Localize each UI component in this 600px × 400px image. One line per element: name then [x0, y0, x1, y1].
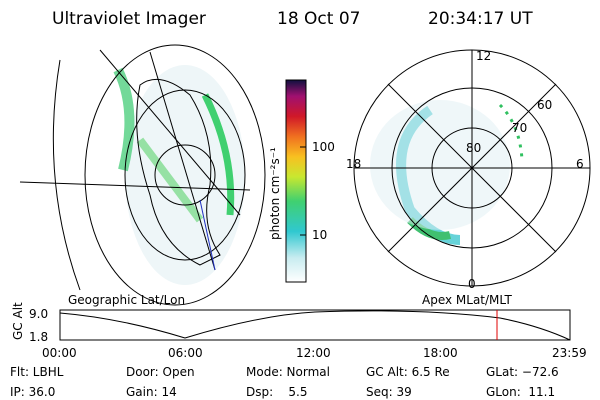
altitude-tick-label: 9.0	[29, 307, 48, 321]
altitude-plot	[59, 309, 571, 341]
polar-label: 6	[576, 157, 584, 171]
info-item: Gain: 14	[126, 385, 177, 399]
info-item: Mode: Normal	[246, 365, 330, 379]
title: Ultraviolet Imager	[52, 9, 206, 29]
polar-plot	[353, 49, 591, 287]
time: 20:34:17 UT	[428, 9, 533, 29]
time-tick-label: 00:00	[42, 346, 77, 360]
info-item: GLon: 11.1	[486, 385, 555, 399]
time-tick-label: 06:00	[168, 346, 203, 360]
polar-label: 70	[512, 121, 527, 135]
info-item: GC Alt: 6.5 Re	[366, 365, 450, 379]
info-panel: Flt: LBHL Door: Open Mode: Normal GC Alt: 6…	[10, 365, 559, 399]
altitude-tick-label: 1.8	[29, 330, 48, 344]
polar-label: 18	[346, 157, 361, 171]
polar-label: 0	[468, 277, 476, 291]
colorbar-tick-label: 10	[312, 228, 327, 242]
colorbar-label: photon cm⁻²s⁻¹	[268, 147, 282, 240]
info-item: IP: 36.0	[10, 385, 55, 399]
polar-label: 80	[466, 141, 481, 155]
colorbar-tick-label: 100	[312, 140, 335, 154]
altitude-axis-label: GC Alt	[11, 302, 25, 340]
info-item: Dsp: 5.5	[246, 385, 308, 399]
date: 18 Oct 07	[277, 9, 360, 29]
info-item: Flt: LBHL	[10, 365, 64, 379]
geographic-map	[19, 44, 266, 306]
info-item: GLat: −72.6	[486, 365, 559, 379]
map-title: Apex MLat/MLT	[422, 293, 512, 307]
info-item: Door: Open	[126, 365, 195, 379]
colorbar	[285, 79, 307, 283]
polar-label: 60	[537, 98, 552, 112]
time-tick-label: 12:00	[296, 346, 331, 360]
time-tick-label: 23:59	[552, 346, 587, 360]
time-tick-label: 18:00	[423, 346, 458, 360]
map-title: Geographic Lat/Lon	[68, 293, 185, 307]
polar-label: 12	[476, 49, 491, 63]
info-item: Seq: 39	[366, 385, 412, 399]
